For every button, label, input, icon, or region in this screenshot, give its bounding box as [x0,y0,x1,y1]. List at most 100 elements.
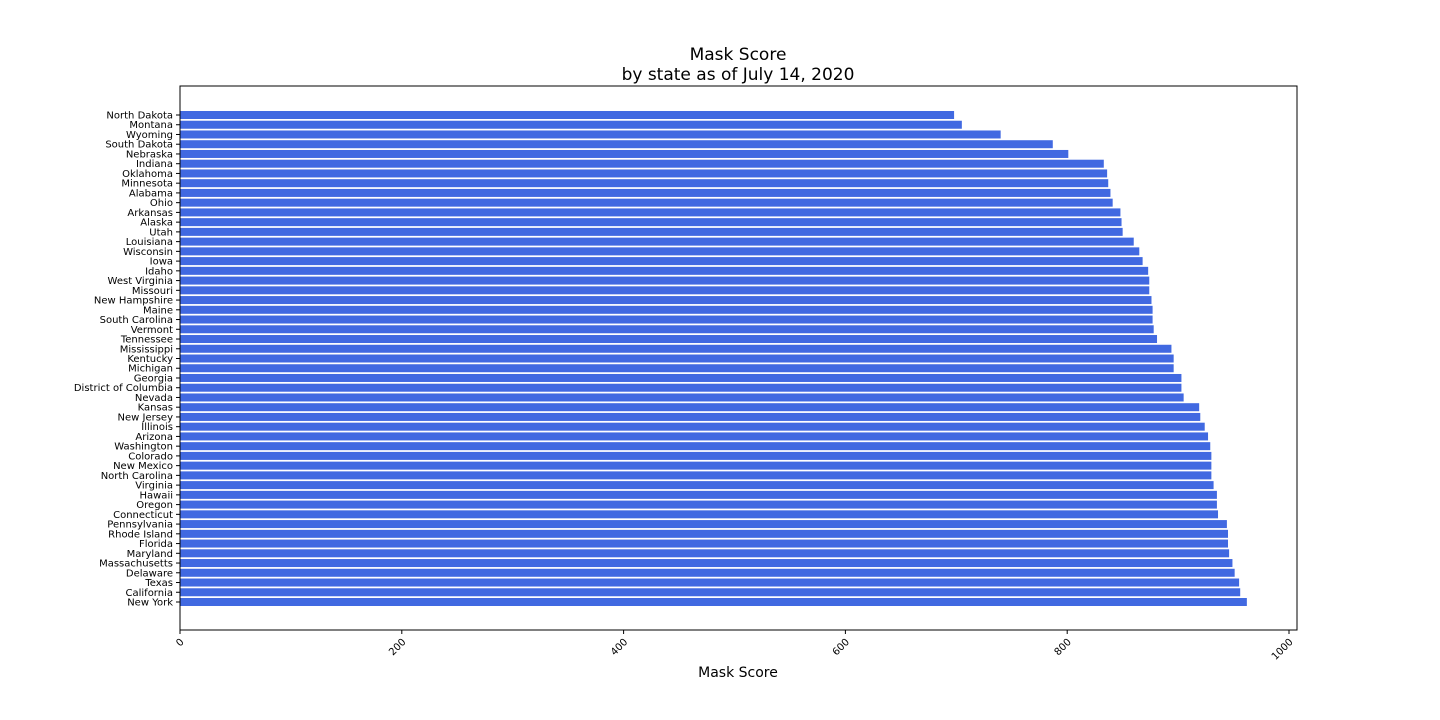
y-tick-label: Kentucky [127,354,173,365]
bar [180,373,1182,382]
y-tick-label: Indiana [136,159,173,170]
y-tick-label: Virginia [135,481,173,492]
y-tick-label: Colorado [128,451,173,462]
bar [180,412,1201,421]
bar [180,383,1182,392]
bar [180,286,1150,295]
y-tick-label: California [126,588,174,599]
bar [180,598,1247,606]
y-tick-label: Minnesota [121,179,173,190]
bar [180,432,1209,441]
bar [180,422,1205,431]
bar [180,393,1184,402]
bar [180,354,1174,363]
bar [180,266,1149,275]
y-tick-label: Rhode Island [108,529,173,540]
y-tick-label: Hawaii [139,490,173,501]
y-tick-label: Kansas [138,403,173,414]
bar [180,549,1230,558]
y-tick-label: Louisiana [126,237,173,248]
y-tick-label: District of Columbia [74,383,173,394]
bar [180,120,962,129]
y-tick-label: Wyoming [126,130,173,141]
bar [180,140,1053,149]
y-tick-label: Ohio [150,198,173,209]
y-tick-label: Oklahoma [122,169,173,180]
bar [180,247,1140,256]
y-tick-label: Delaware [126,568,173,579]
y-tick-label: Tennessee [120,335,173,346]
y-tick-label: Utah [149,227,173,238]
y-tick-label: Massachusetts [99,559,173,570]
y-tick-label: Texas [144,578,173,589]
y-tick-label: Mississippi [120,344,173,355]
bar [180,471,1212,480]
bar [180,335,1158,344]
y-tick-label: Alabama [129,188,173,199]
bar [180,568,1235,577]
bar [180,130,1001,139]
bar [180,481,1214,490]
y-tick-label: Wisconsin [123,247,173,258]
bar [180,305,1153,314]
x-axis-label: Mask Score [698,665,778,681]
bar [180,500,1217,509]
bar [180,325,1154,334]
bar [180,159,1104,168]
bar [180,578,1240,587]
bar [180,539,1229,548]
bar [180,490,1217,499]
plot-frame [179,85,1298,631]
bar [180,364,1174,373]
y-tick-label: Michigan [128,364,173,375]
bar [180,344,1172,353]
bar [180,149,1069,158]
y-tick-label: Alaska [140,218,173,229]
y-tick-label: Missouri [132,286,173,297]
bar [180,588,1241,597]
y-tick-label: Montana [129,120,173,131]
bar [180,198,1113,207]
bar [180,179,1109,188]
bar [180,276,1150,285]
y-tick-label: New Hampshire [94,296,173,307]
y-tick-label: West Virginia [108,276,173,287]
chart-subtitle: by state as of July 14, 2020 [622,65,855,85]
y-tick-label: Nevada [135,393,173,404]
y-tick-label: Florida [139,539,173,550]
y-tick-label: New Mexico [113,461,173,472]
y-tick-label: South Dakota [105,140,173,151]
chart-title: Mask Score [690,45,787,65]
bar [180,451,1212,460]
bar [180,403,1200,412]
y-tick-label: Iowa [150,257,173,268]
y-tick-label: North Dakota [106,111,173,122]
y-tick-label: Maine [143,305,173,316]
bar [180,237,1134,246]
y-tick-label: Maryland [127,549,173,560]
y-tick-label: Illinois [141,422,173,433]
y-tick-label: New York [127,598,173,609]
y-tick-label: Arkansas [127,208,173,219]
y-tick-label: Nebraska [126,149,173,160]
bar [180,520,1227,529]
bar [180,208,1121,217]
bar [180,111,955,119]
bar [180,169,1108,178]
y-tick-label: Arizona [135,432,173,443]
bar [180,257,1143,266]
y-tick-label: Oregon [136,500,173,511]
bar [180,442,1211,451]
bar [180,559,1233,568]
bar [180,461,1212,470]
bar [180,227,1123,236]
y-tick-label: Pennsylvania [107,520,173,531]
bars-group [180,111,1247,606]
bar [180,188,1111,197]
bar [180,510,1219,519]
y-tick-label: South Carolina [100,315,173,326]
y-tick-label: Idaho [145,266,173,277]
bar [180,315,1153,324]
